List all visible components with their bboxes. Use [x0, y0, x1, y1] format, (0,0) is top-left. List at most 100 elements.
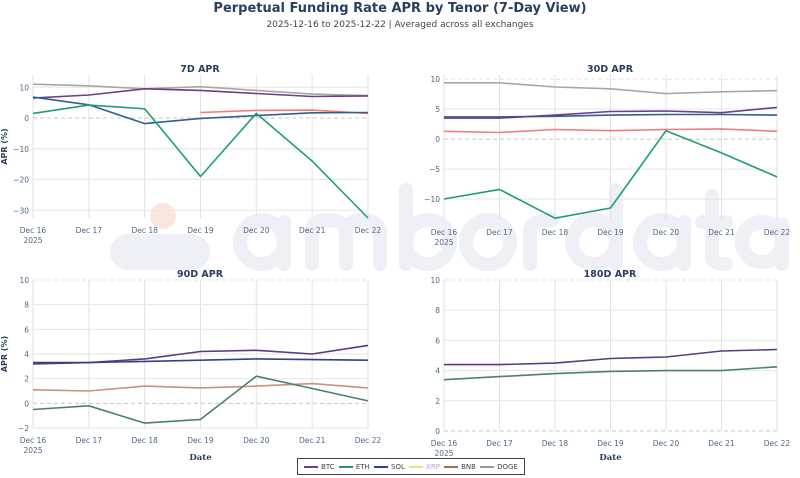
subplot-title: 90D APR — [177, 269, 224, 280]
page-subtitle: 2025-12-16 to 2025-12-22 | Averaged acro… — [266, 20, 534, 30]
x-tick-label: Dec 19 — [187, 436, 214, 445]
x-tick-label: Dec 19 — [597, 439, 624, 448]
subplot-title: 180D APR — [584, 269, 637, 280]
x-tick-label: Dec 16 — [20, 436, 47, 445]
watermark-wordmark — [233, 183, 789, 271]
legend-item-bnb[interactable]: BNB — [444, 463, 476, 471]
y-tick-label: 6 — [435, 336, 440, 345]
legend-swatch — [304, 465, 319, 468]
watermark-logo-wave — [110, 234, 210, 270]
x-tick-label: Dec 20 — [243, 436, 270, 445]
legend-label: DOGE — [497, 462, 518, 471]
x-tick-label: Dec 17 — [76, 436, 103, 445]
legend-label: BTC — [321, 462, 335, 471]
y-tick-label: 6 — [24, 325, 29, 334]
legend-swatch — [480, 465, 495, 468]
y-tick-label: −10 — [13, 145, 29, 154]
legend-item-doge[interactable]: DOGE — [480, 463, 518, 471]
y-tick-label: 0 — [435, 135, 440, 144]
x-tick-label: Dec 22 — [355, 436, 382, 445]
subplot-title: 30D APR — [587, 64, 634, 75]
x-tick-label: Dec 20 — [653, 439, 680, 448]
y-tick-label: 10 — [19, 83, 29, 92]
y-tick-label: 8 — [24, 301, 29, 310]
x-tick-label: Dec 20 — [653, 228, 680, 237]
legend-item-xrp[interactable]: XRP — [409, 463, 440, 471]
y-tick-label: 10 — [430, 75, 440, 84]
watermark-logo-dot — [150, 203, 176, 229]
x-tick-label: 2025 — [23, 446, 42, 455]
page-title: Perpetual Funding Rate APR by Tenor (7-D… — [213, 1, 587, 16]
x-tick-label: Dec 16 — [20, 226, 47, 235]
legend-label: SOL — [391, 462, 405, 471]
x-tick-label: 2025 — [434, 238, 453, 247]
y-tick-label: 2 — [435, 397, 440, 406]
legend-label: ETH — [355, 462, 370, 471]
y-tick-label: 4 — [435, 367, 440, 376]
x-tick-label: Dec 22 — [355, 226, 382, 235]
y-tick-label: 2 — [24, 375, 29, 384]
series-line-bnb — [32, 382, 369, 392]
y-tick-label: 0 — [435, 427, 440, 436]
y-tick-label: 4 — [24, 350, 29, 359]
x-tick-label: Dec 19 — [187, 226, 214, 235]
x-tick-label: Dec 17 — [486, 439, 513, 448]
x-tick-label: 2025 — [23, 236, 42, 245]
legend-item-btc[interactable]: BTC — [304, 463, 335, 471]
series-line-bnb — [443, 128, 778, 134]
legend-swatch — [444, 465, 459, 468]
series-line-btc — [32, 88, 369, 99]
series-line-doge — [444, 82, 778, 95]
y-tick-label: −10 — [424, 195, 440, 204]
legend-label: XRP — [426, 462, 440, 471]
legend-item-eth[interactable]: ETH — [338, 462, 370, 471]
legend-swatch — [374, 465, 388, 468]
x-tick-label: Dec 16 — [431, 439, 458, 448]
legend: BTC ETH SOL XRP BNB DOGE — [297, 458, 525, 475]
y-tick-label: −20 — [13, 176, 29, 185]
x-tick-label: Dec 18 — [131, 226, 158, 235]
series-line-eth — [32, 104, 369, 219]
series-line-btc — [444, 348, 778, 366]
series-line-doge — [32, 83, 369, 97]
y-tick-label: 10 — [19, 276, 29, 285]
y-tick-label: 5 — [435, 105, 440, 114]
x-tick-label: Dec 22 — [764, 439, 791, 448]
x-tick-label: Dec 20 — [243, 226, 270, 235]
series-line-eth — [443, 129, 778, 219]
legend-label: BNB — [461, 462, 476, 471]
x-tick-label: Dec 22 — [764, 228, 791, 237]
series-line-eth — [32, 375, 369, 424]
x-tick-label: Dec 17 — [76, 226, 103, 235]
y-tick-label: 10 — [430, 276, 440, 285]
y-tick-label: −2 — [18, 424, 29, 433]
x-tick-label: 2025 — [434, 449, 453, 458]
series-line-sol — [444, 113, 778, 118]
x-tick-label: Dec 18 — [542, 228, 569, 237]
x-tick-label: Dec 18 — [542, 439, 569, 448]
x-tick-label: Dec 16 — [431, 228, 458, 237]
y-axis-label: APR (%) — [0, 128, 9, 164]
x-tick-label: Dec 19 — [597, 228, 624, 237]
series-line-sol — [33, 358, 369, 364]
x-tick-label: Dec 18 — [131, 436, 158, 445]
legend-item-sol[interactable]: SOL — [374, 463, 405, 471]
legend-swatch — [338, 465, 353, 468]
subplot-title: 7D APR — [180, 64, 220, 75]
x-tick-label: Dec 17 — [486, 228, 513, 237]
x-tick-label: Dec 21 — [708, 228, 735, 237]
x-axis-label: Date — [189, 453, 212, 463]
y-axis-label: APR (%) — [0, 336, 9, 372]
series-line-eth — [443, 366, 778, 381]
x-tick-label: Dec 21 — [299, 436, 326, 445]
y-tick-label: 0 — [24, 114, 29, 123]
series-line-bnb — [200, 109, 369, 115]
y-tick-label: −30 — [13, 206, 29, 215]
legend-swatch — [409, 465, 424, 468]
y-tick-label: 8 — [435, 306, 440, 315]
series-line-btc — [444, 106, 778, 119]
x-axis-label: Date — [599, 453, 622, 463]
y-tick-label: 0 — [24, 399, 29, 408]
